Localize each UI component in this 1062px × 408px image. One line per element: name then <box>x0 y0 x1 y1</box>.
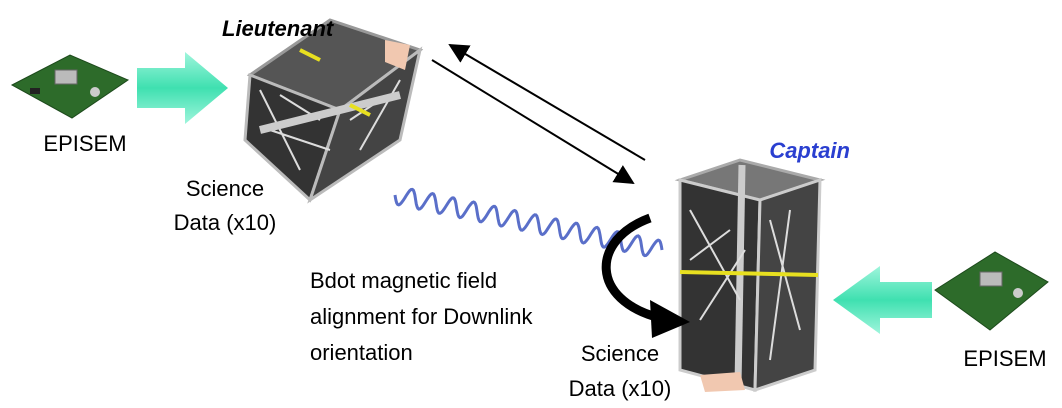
link-arrow <box>450 45 645 160</box>
science-label: Data (x10) <box>174 210 277 235</box>
diagram: Lieutenant EPISEM Science Data (x10) Cap… <box>0 0 1062 408</box>
science-label: Science <box>186 176 264 201</box>
satellite-label: Lieutenant <box>222 16 335 41</box>
annotation: orientation <box>310 340 413 365</box>
science-label: Science <box>581 341 659 366</box>
episem-board-left <box>12 55 128 118</box>
annotation: alignment for Downlink <box>310 304 534 329</box>
board-label: EPISEM <box>963 346 1046 371</box>
episem-board-right <box>935 252 1048 330</box>
annotation: Bdot magnetic field <box>310 268 497 293</box>
satellite-captain <box>680 160 820 392</box>
arrow-left <box>833 266 932 334</box>
science-label: Data (x10) <box>569 376 672 401</box>
satellite-label: Captain <box>769 138 850 163</box>
satellite-lieutenant <box>245 20 420 200</box>
link-arrow <box>432 60 633 183</box>
radio-wave <box>395 189 662 255</box>
board-label: EPISEM <box>43 131 126 156</box>
arrow-right <box>137 52 228 124</box>
